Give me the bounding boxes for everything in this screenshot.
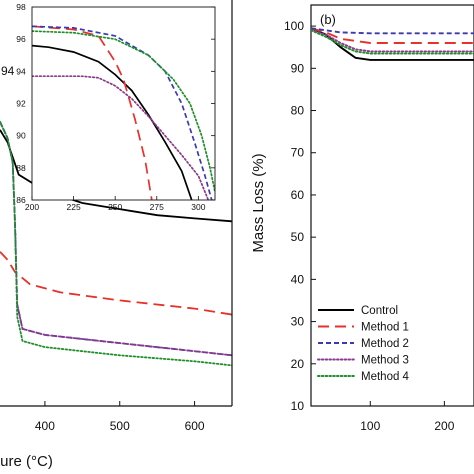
panel-a-x-tick-label: 400: [35, 419, 55, 433]
panel-b-y-tick-label: 40: [291, 272, 305, 286]
panel-b-x-tick-label: 200: [434, 419, 454, 433]
inset-y-tick-label: 94: [16, 66, 26, 76]
panel-a: 400 500 600 ture (°C): [0, 0, 233, 470]
inset-series-control: [32, 44, 193, 200]
inset-y-tick-label: 88: [16, 163, 26, 173]
inset-x-tick-label: 250: [108, 202, 122, 212]
inset-x-tick-label: 275: [150, 202, 164, 212]
panel-b-y-tick-label: 100: [284, 19, 304, 33]
legend-label: Method 1: [361, 322, 409, 334]
panel-b-series-method-1: [311, 27, 474, 44]
panel-b-label: (b): [320, 12, 336, 27]
panel-b-series-method-2: [311, 27, 474, 35]
panel-b-y-tick-label: 20: [291, 357, 305, 371]
panel-a-x-tick-label: 500: [110, 419, 130, 433]
inset-ticks: 200 225 250 275 300 86 88 90 92 94 96 98: [16, 2, 215, 212]
inset-x-tick-label: 300: [191, 202, 205, 212]
panel-b-y-axis-title: Mass Loss (%): [250, 153, 267, 252]
legend-label: Method 4: [361, 371, 410, 383]
legend-item-method-3: Method 3: [317, 355, 409, 367]
panel-a-x-axis-title: ture (°C): [0, 453, 53, 470]
panel-a-x-ticks: 400 500 600: [35, 401, 205, 433]
inset-x-tick-label: 200: [25, 202, 39, 212]
inset-series-method-4: [32, 30, 215, 193]
panel-a-series-method-4: [0, 120, 232, 367]
panel-a-plot-area: [0, 120, 232, 367]
panel-b-y-tick-label: 60: [291, 188, 305, 202]
inset-series-method-1: [32, 25, 153, 200]
inset-background: [32, 7, 215, 200]
inset-y-tick-label: 86: [16, 195, 26, 205]
panel-b-y-tick-label: 30: [291, 315, 305, 329]
inset-plot-area: [32, 25, 215, 200]
panel-a-y-tick-94: 94: [1, 64, 15, 78]
panel-b-y-tick-label: 80: [291, 104, 305, 118]
legend-item-method-1: Method 1: [318, 322, 409, 334]
panel-b-plot-area: [311, 27, 474, 61]
inset: 200 225 250 275 300 86 88 90 92 94 96 98 94: [1, 2, 216, 212]
inset-series-method-3: [32, 75, 210, 200]
panel-b-series-method-3: [311, 29, 474, 53]
panel-b-frame: [310, 4, 474, 407]
inset-y-tick-label: 90: [16, 131, 26, 141]
panel-a-x-tick-label: 600: [185, 419, 205, 433]
panel-b-series-method-4: [311, 29, 474, 55]
legend-label: Control: [361, 305, 398, 317]
panel-b-x-tick-label: 100: [360, 419, 380, 433]
legend-item-control: Control: [318, 305, 398, 317]
legend-label: Method 3: [361, 355, 409, 367]
panel-b-y-tick-label: 50: [291, 230, 305, 244]
panel-b: 100 200 10 20 30 40 50 60 70 80 90 100 (b) Mass Los…: [250, 4, 474, 433]
legend-item-method-2: Method 2: [318, 338, 409, 350]
inset-y-tick-label: 92: [16, 99, 26, 109]
inset-y-tick-label: 96: [16, 34, 26, 44]
legend: Control Method 1 Method 2 Method 3 Method 4: [317, 305, 410, 383]
panel-b-y-tick-label: 70: [291, 146, 305, 160]
legend-item-method-4: Method 4: [317, 371, 410, 383]
panel-b-y-tick-label: 10: [291, 399, 305, 413]
panel-b-ticks: 100 200 10 20 30 40 50 60 70 80 90 100: [284, 19, 455, 433]
panel-b-y-tick-label: 90: [291, 61, 305, 75]
inset-y-tick-label: 98: [16, 2, 26, 12]
panel-a-series-method-1: [0, 251, 232, 316]
legend-label: Method 2: [361, 338, 409, 350]
inset-x-tick-label: 225: [66, 202, 80, 212]
